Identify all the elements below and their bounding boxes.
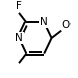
Text: N: N bbox=[15, 33, 23, 43]
Text: N: N bbox=[40, 17, 48, 28]
Text: F: F bbox=[16, 1, 22, 11]
Text: O: O bbox=[62, 20, 70, 30]
